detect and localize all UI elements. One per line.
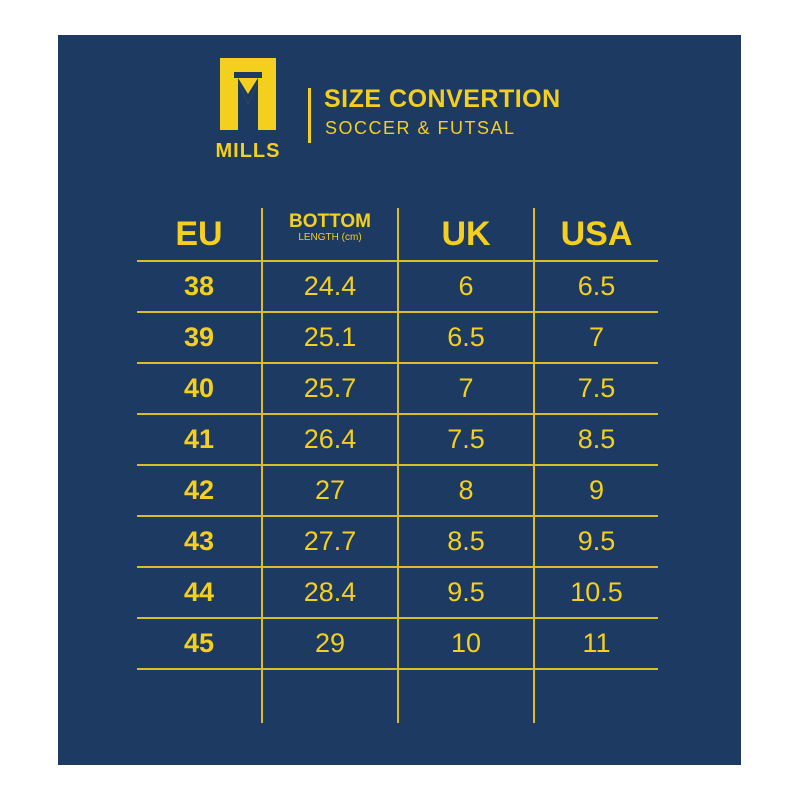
eu-size-cell: 45 xyxy=(183,628,215,658)
row-divider xyxy=(137,566,658,568)
page-title: SIZE CONVERTION xyxy=(324,85,561,113)
eu-size-cell: 42 xyxy=(183,475,215,505)
row-divider xyxy=(137,311,658,313)
page-subtitle: SOCCER & FUTSAL xyxy=(325,118,516,138)
usa-size-cell: 8.5 xyxy=(577,424,616,454)
eu-size-cell: 39 xyxy=(183,322,215,352)
row-divider xyxy=(137,617,658,619)
usa-size-cell: 11 xyxy=(582,628,611,658)
row-divider xyxy=(137,413,658,415)
row-divider xyxy=(137,464,658,466)
eu-size-cell: 44 xyxy=(183,577,215,607)
eu-size-cell: 43 xyxy=(183,526,215,556)
usa-size-cell: 10.5 xyxy=(570,577,623,607)
uk-size-cell: 8.5 xyxy=(447,526,485,556)
uk-size-cell: 7 xyxy=(458,373,474,403)
bottom-length-cell: 24.4 xyxy=(303,271,357,301)
bottom-length-cell: 25.7 xyxy=(303,373,357,403)
header-length-unit: LENGTH (cm) xyxy=(298,232,362,243)
bottom-length-cell: 29 xyxy=(314,628,346,658)
header-uk: UK xyxy=(441,215,491,253)
bottom-length-cell: 26.4 xyxy=(303,424,357,454)
uk-size-cell: 8 xyxy=(458,475,474,505)
row-divider xyxy=(137,260,658,262)
helmet-logo-icon xyxy=(220,58,276,130)
bottom-length-cell: 27.7 xyxy=(303,526,357,556)
header-eu: EU xyxy=(175,215,223,253)
usa-size-cell: 9 xyxy=(588,475,605,505)
uk-size-cell: 7.5 xyxy=(447,424,485,454)
row-divider xyxy=(137,668,658,670)
usa-size-cell: 7.5 xyxy=(577,373,616,403)
eu-size-cell: 40 xyxy=(183,373,215,403)
row-divider xyxy=(137,362,658,364)
eu-size-cell: 41 xyxy=(183,424,215,454)
header-bottom: BOTTOM xyxy=(289,211,371,232)
brand-name: MILLS xyxy=(215,140,281,162)
usa-size-cell: 9.5 xyxy=(577,526,616,556)
uk-size-cell: 10 xyxy=(450,628,482,658)
bottom-length-cell: 28.4 xyxy=(303,577,357,607)
mills-logo: MILLS xyxy=(212,52,284,167)
header-usa: USA xyxy=(560,215,633,253)
bottom-length-cell: 27 xyxy=(314,475,346,505)
row-divider xyxy=(137,515,658,517)
eu-size-cell: 38 xyxy=(183,271,215,301)
bottom-length-cell: 25.1 xyxy=(303,322,357,352)
usa-size-cell: 6.5 xyxy=(577,271,616,301)
header-bottom-length: BOTTOM LENGTH (cm) xyxy=(263,212,397,244)
uk-size-cell: 9.5 xyxy=(447,577,485,607)
uk-size-cell: 6 xyxy=(458,271,474,301)
uk-size-cell: 6.5 xyxy=(447,322,485,352)
header-divider xyxy=(308,88,311,143)
size-chart-card xyxy=(58,35,741,765)
usa-size-cell: 7 xyxy=(588,322,605,352)
